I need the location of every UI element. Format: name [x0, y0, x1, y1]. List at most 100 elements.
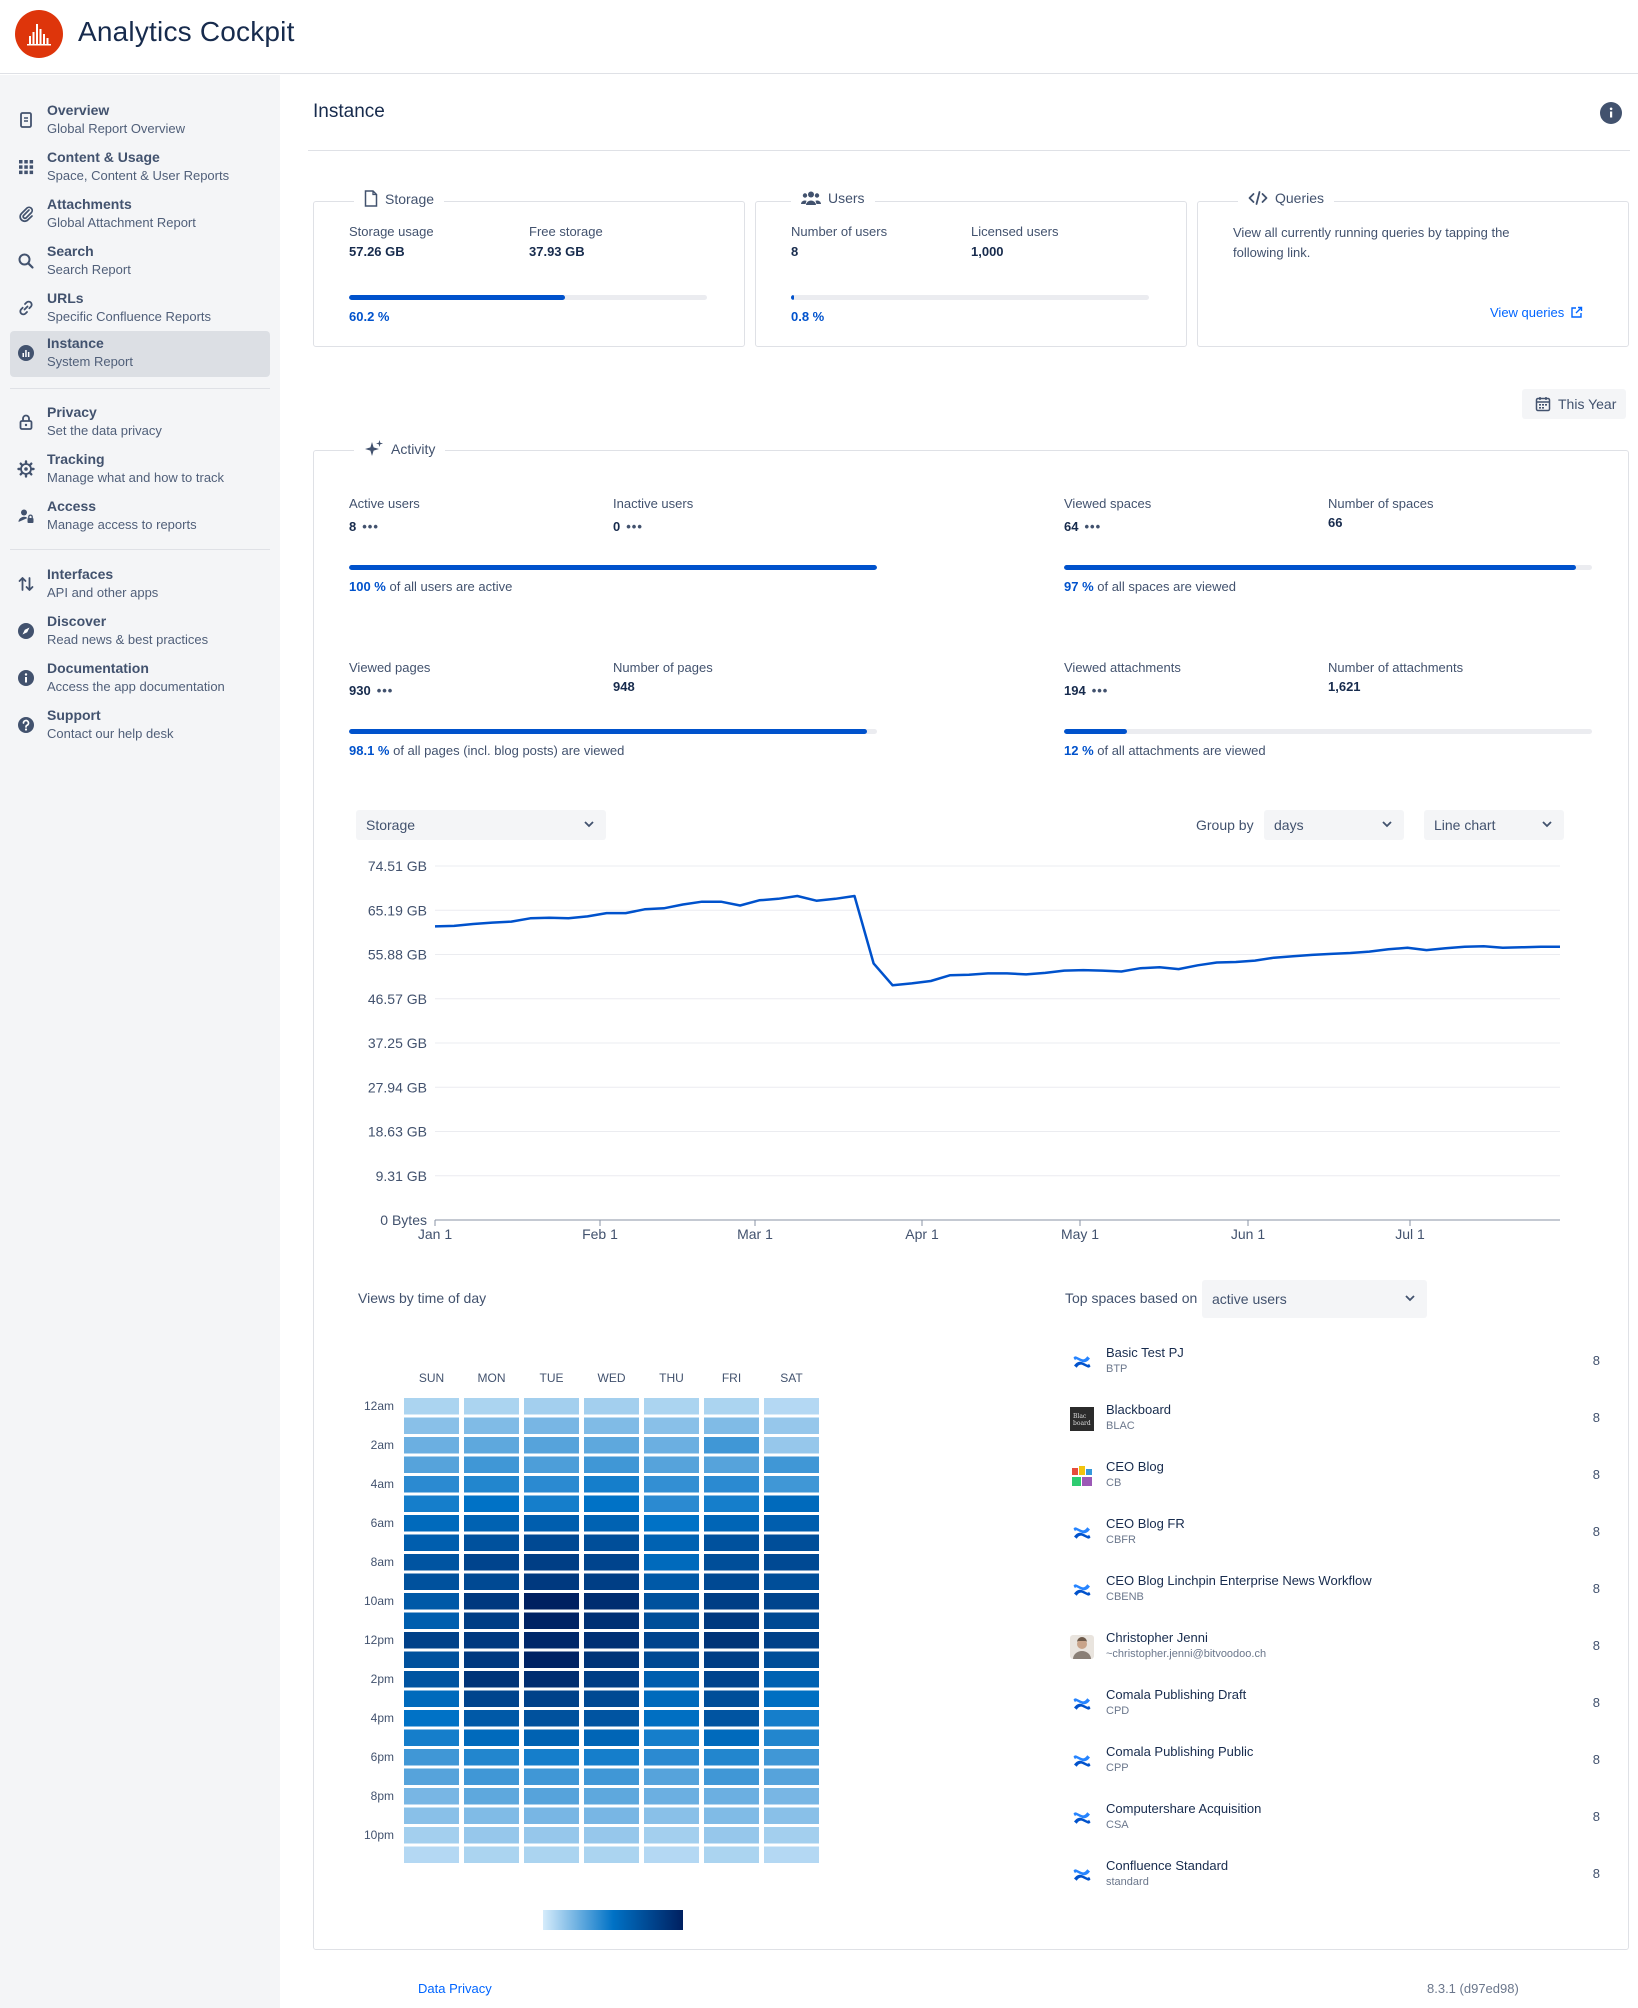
heatmap-cell[interactable]: [524, 1651, 579, 1669]
heatmap-cell[interactable]: [764, 1671, 819, 1688]
heatmap-cell[interactable]: [644, 1690, 699, 1708]
heatmap-cell[interactable]: [764, 1437, 819, 1454]
heatmap-cell[interactable]: [764, 1710, 819, 1727]
sidebar-item-instance[interactable]: Instance System Report: [10, 331, 270, 377]
space-name[interactable]: Christopher Jenni: [1106, 1630, 1208, 1645]
heatmap-cell[interactable]: [464, 1788, 519, 1805]
sidebar-item-privacy[interactable]: Privacy Set the data privacy: [10, 400, 270, 446]
heatmap-cell[interactable]: [704, 1846, 759, 1864]
list-item[interactable]: Comala Publishing Draft CPD 8: [1070, 1682, 1600, 1722]
heatmap-cell[interactable]: [404, 1671, 459, 1688]
space-name[interactable]: CEO Blog FR: [1106, 1516, 1185, 1531]
heatmap-cell[interactable]: [764, 1807, 819, 1825]
heatmap-cell[interactable]: [524, 1846, 579, 1864]
heatmap-cell[interactable]: [524, 1768, 579, 1786]
view-queries-link[interactable]: View queries: [1490, 305, 1583, 320]
heatmap-cell[interactable]: [464, 1456, 519, 1474]
heatmap-cell[interactable]: [404, 1768, 459, 1786]
heatmap-cell[interactable]: [584, 1690, 639, 1708]
heatmap-cell[interactable]: [764, 1749, 819, 1766]
bar-chart-logo-icon[interactable]: [15, 10, 63, 58]
heatmap-cell[interactable]: [584, 1807, 639, 1825]
active-users-value[interactable]: 8 •••: [349, 519, 379, 534]
heatmap-cell[interactable]: [704, 1827, 759, 1844]
heatmap-cell[interactable]: [704, 1515, 759, 1532]
heatmap-cell[interactable]: [584, 1534, 639, 1552]
heatmap-cell[interactable]: [704, 1593, 759, 1610]
heatmap-cell[interactable]: [584, 1476, 639, 1493]
heatmap-cell[interactable]: [524, 1807, 579, 1825]
heatmap-cell[interactable]: [464, 1632, 519, 1649]
heatmap-cell[interactable]: [644, 1554, 699, 1571]
heatmap-cell[interactable]: [464, 1515, 519, 1532]
heatmap-cell[interactable]: [584, 1495, 639, 1513]
heatmap-cell[interactable]: [764, 1398, 819, 1415]
heatmap-cell[interactable]: [764, 1651, 819, 1669]
heatmap-cell[interactable]: [644, 1612, 699, 1630]
list-item[interactable]: Christopher Jenni ~christopher.jenni@bitv…: [1070, 1625, 1600, 1665]
heatmap-cell[interactable]: [464, 1749, 519, 1766]
heatmap-cell[interactable]: [404, 1749, 459, 1766]
top-spaces-select[interactable]: active users: [1202, 1280, 1427, 1318]
heatmap-cell[interactable]: [464, 1534, 519, 1552]
heatmap-cell[interactable]: [704, 1671, 759, 1688]
heatmap-cell[interactable]: [464, 1671, 519, 1688]
heatmap-cell[interactable]: [764, 1515, 819, 1532]
more-icon[interactable]: •••: [362, 519, 379, 534]
heatmap-cell[interactable]: [584, 1573, 639, 1591]
heatmap-cell[interactable]: [404, 1534, 459, 1552]
sidebar-item-overview[interactable]: Overview Global Report Overview: [10, 98, 270, 144]
heatmap-cell[interactable]: [404, 1788, 459, 1805]
viewed-spaces-value[interactable]: 64 •••: [1064, 519, 1102, 534]
heatmap-cell[interactable]: [704, 1632, 759, 1649]
heatmap-cell[interactable]: [404, 1476, 459, 1493]
heatmap-cell[interactable]: [524, 1456, 579, 1474]
heatmap-cell[interactable]: [644, 1632, 699, 1649]
heatmap-cell[interactable]: [704, 1788, 759, 1805]
heatmap-cell[interactable]: [404, 1437, 459, 1454]
heatmap-cell[interactable]: [404, 1398, 459, 1415]
heatmap-cell[interactable]: [404, 1593, 459, 1610]
heatmap-cell[interactable]: [644, 1573, 699, 1591]
space-name[interactable]: Comala Publishing Draft: [1106, 1687, 1247, 1702]
inactive-users-value[interactable]: 0 •••: [613, 519, 643, 534]
more-icon[interactable]: •••: [626, 519, 643, 534]
info-icon[interactable]: [1600, 102, 1622, 124]
heatmap-cell[interactable]: [524, 1612, 579, 1630]
heatmap-cell[interactable]: [464, 1476, 519, 1493]
heatmap-cell[interactable]: [404, 1807, 459, 1825]
heatmap-cell[interactable]: [464, 1846, 519, 1864]
heatmap-cell[interactable]: [704, 1495, 759, 1513]
heatmap-cell[interactable]: [704, 1729, 759, 1747]
heatmap-cell[interactable]: [764, 1788, 819, 1805]
heatmap-cell[interactable]: [764, 1573, 819, 1591]
heatmap-cell[interactable]: [644, 1807, 699, 1825]
heatmap-cell[interactable]: [524, 1554, 579, 1571]
heatmap-cell[interactable]: [584, 1554, 639, 1571]
heatmap-cell[interactable]: [764, 1476, 819, 1493]
heatmap-cell[interactable]: [584, 1729, 639, 1747]
heatmap-cell[interactable]: [704, 1476, 759, 1493]
heatmap-cell[interactable]: [764, 1554, 819, 1571]
sidebar-item-documentation[interactable]: Documentation Access the app documentati…: [10, 656, 270, 702]
sidebar-item-discover[interactable]: Discover Read news & best practices: [10, 609, 270, 655]
heatmap-cell[interactable]: [644, 1651, 699, 1669]
space-name[interactable]: Blackboard: [1106, 1402, 1172, 1417]
heatmap-cell[interactable]: [524, 1690, 579, 1708]
heatmap-cell[interactable]: [584, 1398, 639, 1415]
heatmap-cell[interactable]: [764, 1495, 819, 1513]
list-item[interactable]: Computershare Acquisition CSA 8: [1070, 1796, 1600, 1836]
heatmap-cell[interactable]: [464, 1612, 519, 1630]
heatmap-cell[interactable]: [464, 1554, 519, 1571]
heatmap-cell[interactable]: [644, 1593, 699, 1610]
heatmap-cell[interactable]: [584, 1437, 639, 1454]
heatmap-cell[interactable]: [644, 1768, 699, 1786]
list-item[interactable]: CEO Blog CB 8: [1070, 1454, 1600, 1494]
heatmap-cell[interactable]: [584, 1515, 639, 1532]
heatmap-cell[interactable]: [524, 1476, 579, 1493]
more-icon[interactable]: •••: [376, 683, 394, 698]
more-icon[interactable]: •••: [1084, 519, 1102, 534]
heatmap-cell[interactable]: [704, 1710, 759, 1727]
heatmap-cell[interactable]: [704, 1398, 759, 1415]
heatmap-cell[interactable]: [644, 1710, 699, 1727]
